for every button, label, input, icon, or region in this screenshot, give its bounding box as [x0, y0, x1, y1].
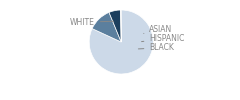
- Wedge shape: [120, 10, 121, 42]
- Text: BLACK: BLACK: [138, 43, 174, 52]
- Wedge shape: [109, 10, 121, 42]
- Text: ASIAN: ASIAN: [144, 25, 173, 34]
- Wedge shape: [89, 10, 153, 74]
- Wedge shape: [92, 12, 121, 42]
- Text: HISPANIC: HISPANIC: [142, 34, 185, 43]
- Text: WHITE: WHITE: [70, 18, 114, 27]
